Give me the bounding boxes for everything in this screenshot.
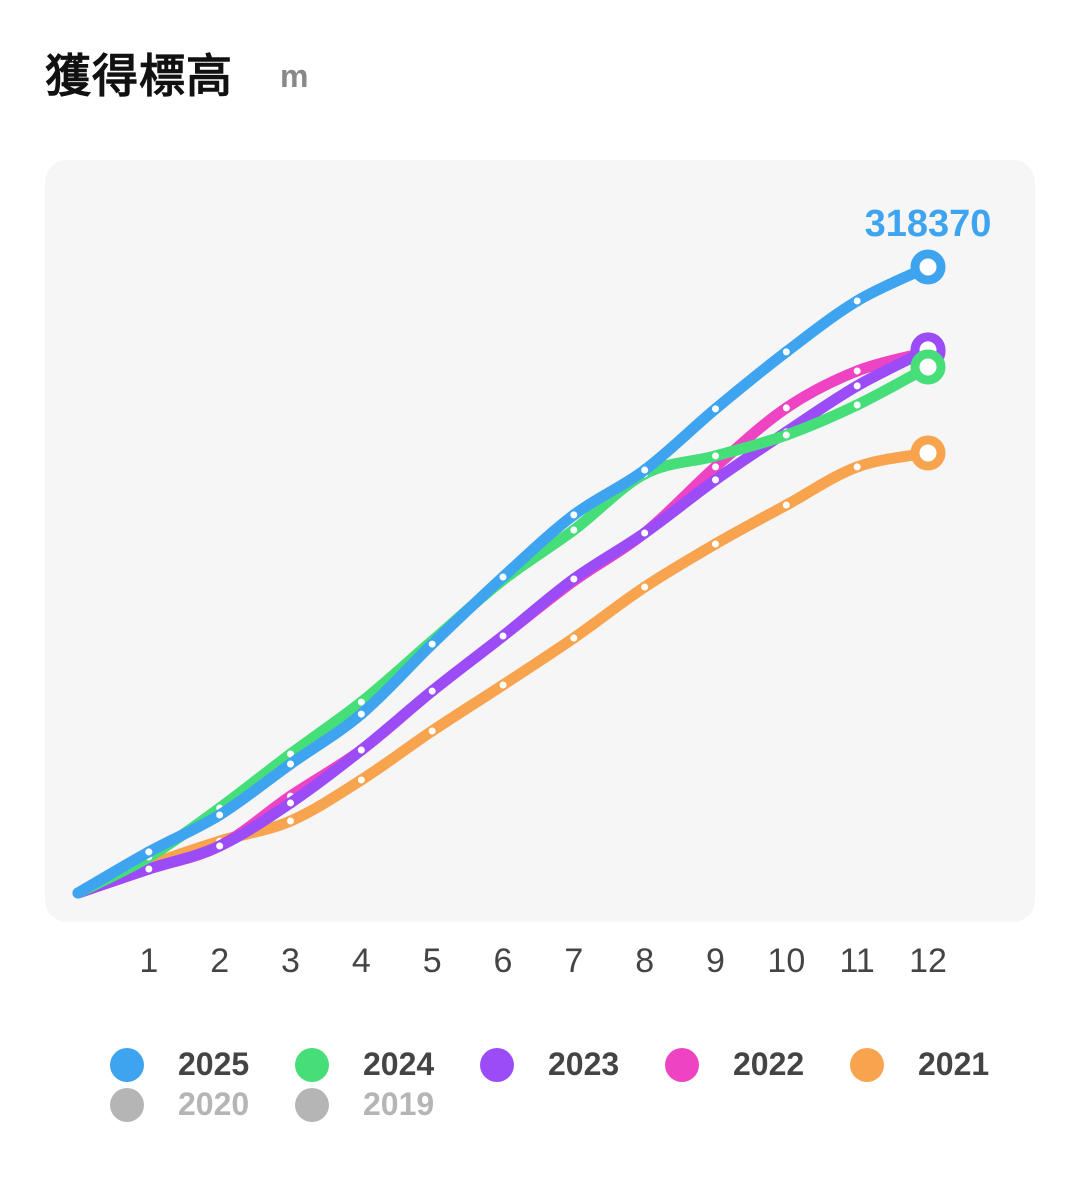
series-point-2025 <box>710 403 721 415</box>
legend-dot-icon <box>110 1047 144 1082</box>
series-point-2021 <box>780 499 792 511</box>
x-tick-label: 1 <box>139 942 158 980</box>
legend-item-2020[interactable]: 2020 <box>110 1086 249 1123</box>
series-point-2021 <box>355 774 367 786</box>
series-point-2025 <box>426 638 438 650</box>
series-point-2025 <box>851 295 863 307</box>
series-point-2021 <box>497 679 509 691</box>
series-point-2024 <box>710 450 721 462</box>
legend-dot-icon <box>850 1047 884 1082</box>
series-end-point-2021 <box>910 435 946 471</box>
x-tick-label: 9 <box>706 942 725 980</box>
legend-label: 2020 <box>178 1086 250 1122</box>
series-point-2023 <box>497 630 509 642</box>
series-point-2021 <box>710 538 721 550</box>
x-tick-label: 8 <box>635 942 654 980</box>
series-point-2022 <box>710 461 721 473</box>
series-point-2022 <box>780 402 792 414</box>
legend-label: 2025 <box>178 1046 250 1082</box>
series-point-2021 <box>568 632 580 644</box>
series-end-point-2024 <box>910 349 946 385</box>
end-value-label: 318370 <box>865 203 992 245</box>
series-point-2021 <box>851 461 863 473</box>
x-tick-label: 6 <box>494 942 513 980</box>
series-point-2023 <box>851 380 863 392</box>
x-tick-label: 12 <box>909 942 947 980</box>
series-point-2025 <box>143 846 155 858</box>
series-point-2025 <box>568 509 580 521</box>
x-tick-label: 10 <box>767 942 805 980</box>
legend-dot-icon <box>295 1047 329 1082</box>
legend-label: 2019 <box>363 1086 435 1122</box>
page-title: 獲得標高 <box>45 49 233 103</box>
series-point-2023 <box>710 474 721 486</box>
legend-item-2023[interactable]: 2023 <box>480 1046 619 1083</box>
legend-label: 2022 <box>733 1046 805 1082</box>
series-point-2023 <box>285 797 296 809</box>
legend-dot-icon <box>665 1047 699 1082</box>
series-point-2023 <box>639 527 651 539</box>
legend-item-2025[interactable]: 2025 <box>110 1046 249 1083</box>
series-point-2024 <box>780 429 792 441</box>
series-point-2023 <box>355 744 367 756</box>
legend-item-2024[interactable]: 2024 <box>295 1046 434 1083</box>
series-point-2025 <box>355 708 367 720</box>
series-point-2025 <box>214 809 226 821</box>
x-tick-label: 4 <box>352 942 371 980</box>
legend-dot-icon <box>480 1047 514 1082</box>
series-point-2023 <box>214 840 226 852</box>
legend-dot-icon <box>110 1087 144 1122</box>
series-point-2021 <box>285 815 296 827</box>
unit-label: m <box>280 58 309 94</box>
series-point-2023 <box>568 573 580 585</box>
legend-item-2022[interactable]: 2022 <box>665 1046 804 1083</box>
legend-item-2021[interactable]: 2021 <box>850 1046 989 1083</box>
series-end-point-2025 <box>910 249 946 285</box>
series-point-2024 <box>851 399 863 411</box>
series-point-2023 <box>143 863 155 875</box>
x-tick-label: 3 <box>281 942 300 980</box>
series-point-2022 <box>851 365 863 377</box>
series-point-2023 <box>426 685 438 697</box>
x-tick-label: 11 <box>840 942 875 980</box>
legend-label: 2023 <box>548 1046 620 1082</box>
series-point-2025 <box>497 571 509 583</box>
legend-label: 2024 <box>363 1046 435 1082</box>
x-tick-label: 2 <box>210 942 229 980</box>
legend-item-2019[interactable]: 2019 <box>295 1086 434 1123</box>
legend-label: 2021 <box>918 1046 990 1082</box>
series-point-2025 <box>285 758 296 770</box>
series-point-2025 <box>780 346 792 358</box>
x-tick-label: 7 <box>564 942 583 980</box>
series-point-2024 <box>355 696 367 708</box>
x-tick-label: 5 <box>423 942 442 980</box>
series-point-2021 <box>639 581 651 593</box>
series-point-2025 <box>639 464 651 476</box>
series-point-2024 <box>568 524 580 536</box>
series-point-2021 <box>426 725 438 737</box>
legend-dot-icon <box>295 1087 329 1122</box>
